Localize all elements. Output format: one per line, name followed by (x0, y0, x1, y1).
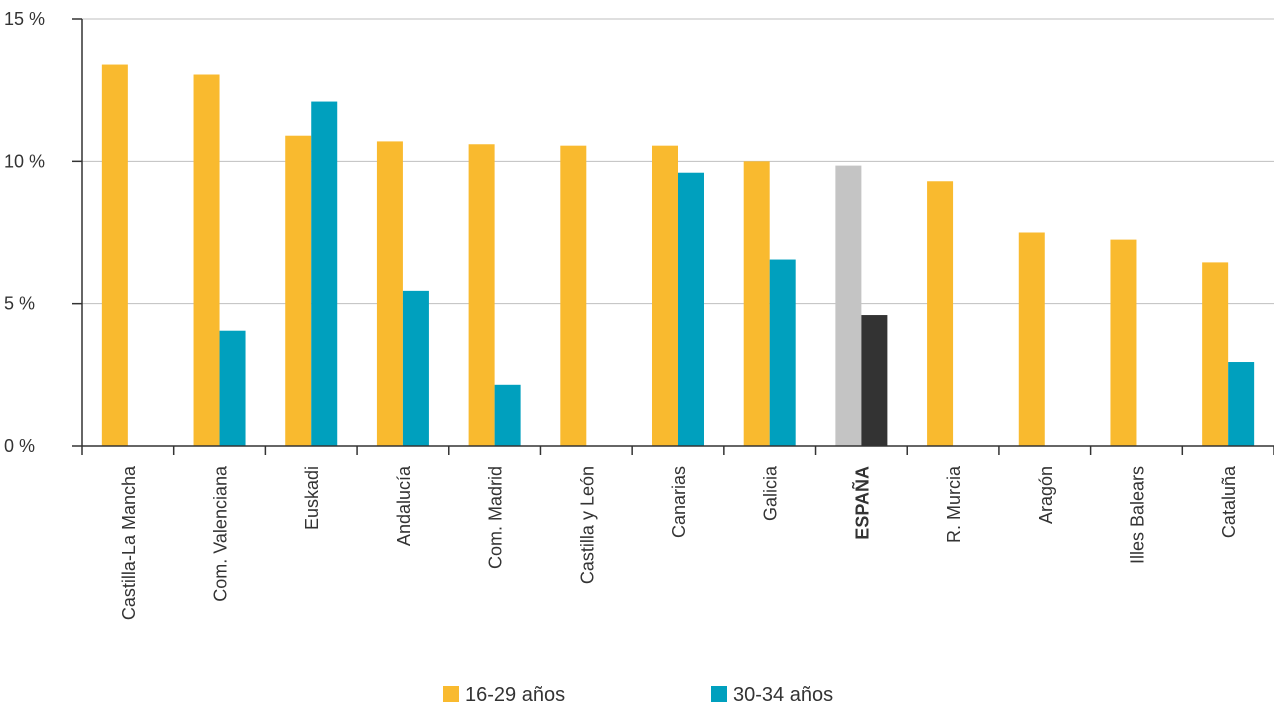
category-label: Galicia (761, 465, 781, 521)
bar-series2 (311, 101, 338, 446)
category-label: Euskadi (302, 466, 322, 530)
bar-series2 (678, 172, 704, 446)
bar-series1 (468, 144, 495, 446)
legend: 16-29 años 30-34 años (443, 684, 833, 706)
bar-series1 (193, 74, 220, 446)
category-label: Aragón (1036, 466, 1056, 524)
axes (72, 18, 1274, 455)
bar-series1 (101, 64, 128, 447)
bar-series1 (1202, 262, 1229, 446)
legend-label: 16-29 años (465, 684, 565, 706)
bar-series1 (927, 181, 954, 446)
category-label: Castilla y León (577, 466, 597, 584)
bar-series1 (285, 135, 312, 447)
category-label: Com. Valenciana (211, 465, 231, 602)
bar-series2 (861, 315, 888, 446)
bar-series2 (402, 290, 429, 446)
bar-series2 (219, 330, 246, 446)
bar-series1 (376, 141, 403, 446)
bar-series1 (743, 161, 770, 447)
bar-series1 (1018, 232, 1045, 446)
y-tick-label: 10 % (4, 151, 45, 171)
bar-series1 (652, 145, 678, 446)
category-label: ESPAÑA (851, 466, 872, 540)
y-tick-label: 5 % (4, 294, 35, 314)
bar-series2 (1228, 362, 1255, 446)
category-labels: Castilla-La Mancha Com. Valenciana Euskadi… (119, 465, 1239, 620)
bar-series2 (769, 259, 796, 446)
legend-swatch (443, 686, 459, 702)
category-label: Canarias (669, 466, 689, 538)
y-tick-labels: 0 % 5 % 10 % 15 % (4, 9, 45, 456)
y-tick-label: 0 % (4, 436, 35, 456)
legend-label: 30-34 años (733, 684, 833, 706)
bar-series1 (835, 165, 862, 446)
category-label: Com. Madrid (486, 466, 506, 569)
bar-series2 (494, 384, 521, 446)
category-label: Andalucía (394, 465, 414, 546)
category-label: Illes Balears (1127, 466, 1147, 564)
bar-series1 (560, 145, 587, 446)
category-label: Castilla-La Mancha (119, 465, 139, 620)
bars (101, 64, 1255, 447)
legend-swatch (711, 686, 727, 702)
y-tick-label: 15 % (4, 9, 45, 29)
category-label: Cataluña (1219, 465, 1239, 538)
bar-series1 (1110, 239, 1137, 446)
category-label: R. Murcia (944, 465, 964, 543)
